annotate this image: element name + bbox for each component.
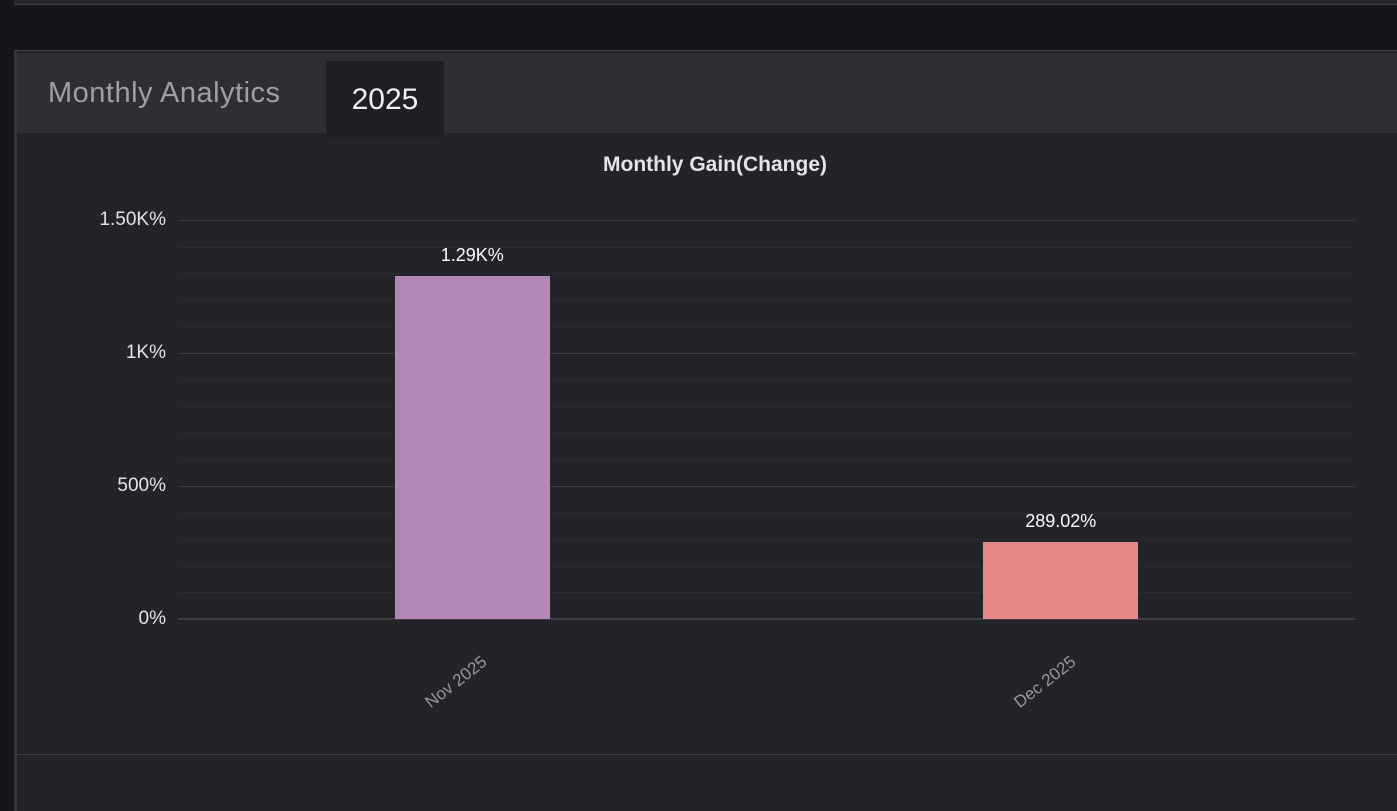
gridline xyxy=(178,459,1355,461)
bar-nov-2025[interactable] xyxy=(394,275,550,619)
panel-header: Monthly Analytics 2025 xyxy=(17,53,1397,139)
gridline xyxy=(178,565,1355,567)
bar-dec-2025[interactable] xyxy=(983,542,1139,619)
chart-area: Monthly Gain(Change) 0% 500% 1K% 1.50K% 1.29… xyxy=(17,133,1397,754)
x-axis-line xyxy=(178,618,1355,620)
x-axis-label: Nov 2025 xyxy=(421,652,491,712)
bar-value-label: 289.02% xyxy=(1025,511,1097,532)
gridline xyxy=(178,406,1355,408)
tab-2025[interactable]: 2025 xyxy=(326,61,444,139)
panel-title: Monthly Analytics xyxy=(48,76,281,109)
gridline xyxy=(178,539,1355,541)
gridline xyxy=(178,246,1355,248)
y-axis-tick-label: 1.50K% xyxy=(99,209,166,230)
y-axis-tick-label: 0% xyxy=(138,608,166,629)
analytics-panel: Monthly Analytics 2025 Monthly Gain(Chan… xyxy=(14,50,1397,811)
y-axis-tick-label: 500% xyxy=(117,475,166,496)
panel-footer xyxy=(17,755,1397,811)
gridline xyxy=(178,326,1355,328)
gridline xyxy=(178,592,1355,594)
panel-divider xyxy=(17,754,1397,755)
gridline xyxy=(178,273,1355,275)
top-panel-edge xyxy=(14,0,1397,5)
gridline xyxy=(178,379,1355,381)
bar-value-label: 1.29K% xyxy=(440,244,504,265)
gridline xyxy=(178,486,1355,487)
y-axis-tick-label: 1K% xyxy=(125,342,166,363)
gridline xyxy=(178,432,1355,434)
gridline xyxy=(178,299,1355,301)
x-axis-label: Dec 2025 xyxy=(1010,652,1080,712)
gridline xyxy=(178,353,1355,354)
chart-title: Monthly Gain(Change) xyxy=(603,153,827,176)
gridline xyxy=(178,512,1355,514)
gridline xyxy=(178,220,1355,221)
